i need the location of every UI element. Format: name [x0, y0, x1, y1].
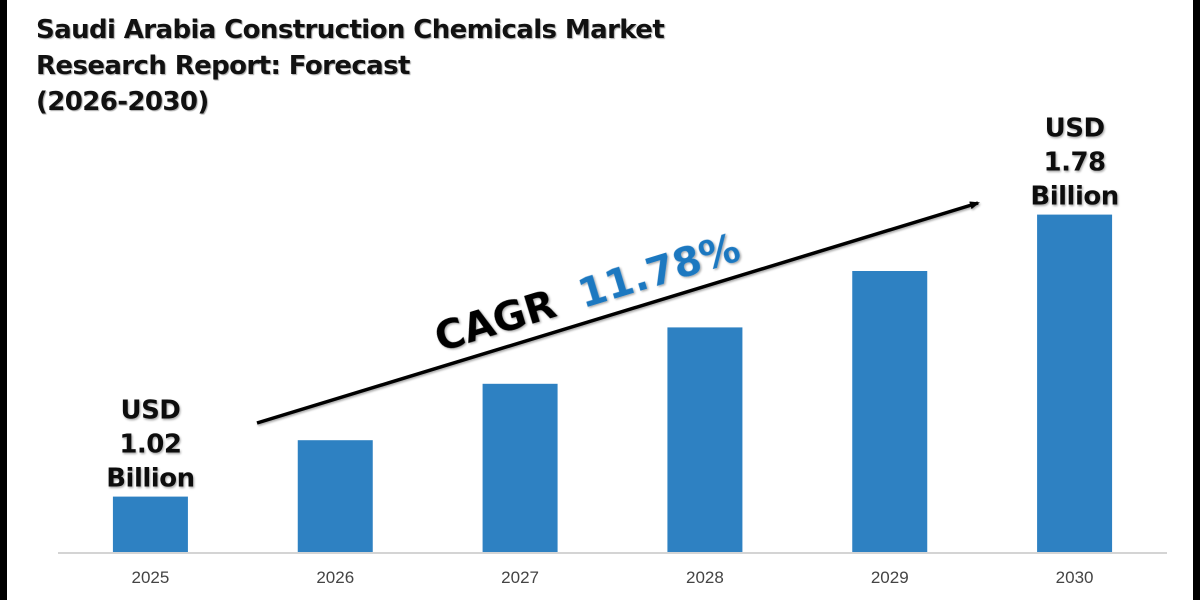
bar-2027 — [482, 383, 558, 553]
x-tick-2030: 2030 — [1056, 568, 1094, 587]
x-tick-labels: 2025 2026 2027 2028 2029 2030 — [132, 568, 1094, 587]
cagr-trend-arrow — [256, 201, 980, 425]
left-border — [0, 0, 7, 600]
bar-2026 — [297, 440, 373, 553]
x-tick-2028: 2028 — [686, 568, 724, 587]
value-label-2025: USD 1.02 Billion — [106, 396, 194, 494]
bar-2025 — [112, 496, 188, 553]
title-line-2: Research Report: Forecast — [36, 51, 410, 81]
x-tick-2027: 2027 — [501, 568, 539, 587]
value-label-line: 1.02 — [119, 430, 181, 460]
bar-2029 — [852, 271, 928, 553]
right-border — [1193, 0, 1200, 600]
x-tick-2026: 2026 — [316, 568, 354, 587]
value-label-line: Billion — [1030, 182, 1118, 212]
chart-title: Saudi Arabia Construction Chemicals Mark… — [36, 12, 736, 120]
cagr-value: 11.78% — [573, 225, 746, 318]
value-label-line: USD — [1045, 114, 1105, 144]
x-tick-2025: 2025 — [132, 568, 170, 587]
bar-2028 — [667, 327, 743, 553]
bars-group — [112, 214, 1113, 553]
value-label-line: Billion — [106, 464, 194, 494]
title-line-1: Saudi Arabia Construction Chemicals Mark… — [36, 15, 665, 45]
value-label-2030: USD 1.78 Billion — [1030, 114, 1118, 212]
bar-2030 — [1037, 214, 1113, 553]
value-label-line: 1.78 — [1044, 148, 1106, 178]
value-label-line: USD — [120, 396, 180, 426]
x-tick-2029: 2029 — [871, 568, 909, 587]
value-labels: USD 1.02 Billion USD 1.78 Billion — [106, 114, 1119, 494]
title-line-3: (2026-2030) — [36, 87, 209, 117]
